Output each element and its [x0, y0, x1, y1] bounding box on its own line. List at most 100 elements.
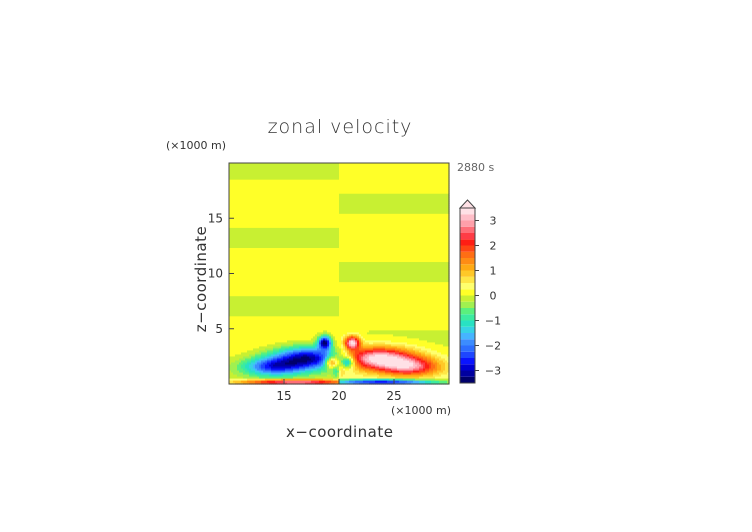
heatmap-cell: [251, 291, 254, 295]
heatmap-cell: [233, 243, 236, 246]
heatmap-cell: [285, 325, 288, 329]
heatmap-cell: [287, 321, 290, 325]
heatmap-cell: [273, 239, 276, 242]
heatmap-cell: [243, 341, 246, 345]
heatmap-cell: [233, 339, 236, 343]
heatmap-cell: [231, 171, 234, 174]
heatmap-cell: [273, 253, 276, 257]
heatmap-cell: [267, 365, 270, 369]
heatmap-cell: [229, 343, 232, 347]
heatmap-cell: [241, 241, 244, 244]
heatmap-cell: [257, 361, 260, 365]
heatmap-cell: [253, 307, 256, 311]
heatmap-cell: [255, 163, 258, 166]
heatmap-cell: [245, 179, 248, 182]
heatmap-cell: [253, 321, 256, 325]
heatmap-cell: [231, 183, 234, 186]
heatmap-cell: [293, 269, 296, 273]
heatmap-cell: [255, 293, 258, 297]
heatmap-cell: [273, 241, 276, 244]
heatmap-cell: [289, 253, 292, 257]
heatmap-cell: [229, 321, 232, 325]
heatmap-cell: [229, 279, 232, 283]
heatmap-cell: [231, 163, 234, 166]
heatmap-cell: [265, 289, 268, 293]
heatmap-cell: [255, 323, 258, 327]
heatmap-cell: [231, 325, 234, 329]
heatmap-cell: [265, 197, 268, 200]
heatmap-cell: [235, 369, 238, 373]
heatmap-cell: [275, 195, 278, 198]
heatmap-cell: [245, 221, 248, 224]
heatmap-cell: [241, 281, 244, 285]
heatmap-cell: [263, 219, 266, 222]
heatmap-cell: [237, 269, 240, 273]
heatmap-cell: [241, 179, 244, 182]
heatmap-cell: [243, 173, 246, 176]
heatmap-cell: [231, 313, 234, 317]
heatmap-cell: [245, 277, 248, 281]
heatmap-cell: [275, 185, 278, 188]
heatmap-cell: [259, 309, 262, 313]
heatmap-cell: [267, 325, 270, 329]
heatmap-cell: [231, 173, 234, 176]
heatmap-cell: [257, 189, 260, 192]
heatmap-cell: [287, 255, 290, 259]
heatmap-cell: [271, 251, 274, 255]
heatmap-cell: [261, 265, 264, 269]
heatmap-cell: [281, 347, 284, 351]
heatmap-cell: [253, 191, 256, 194]
heatmap-cell: [243, 335, 246, 339]
heatmap-cell: [237, 207, 240, 210]
heatmap-cell: [279, 239, 282, 242]
heatmap-cell: [289, 185, 292, 188]
heatmap-cell: [237, 379, 240, 383]
heatmap-cell: [231, 255, 234, 259]
heatmap-cell: [241, 347, 244, 351]
heatmap-cell: [265, 239, 268, 242]
heatmap-cell: [239, 317, 242, 321]
heatmap-cell: [271, 219, 274, 222]
heatmap-cell: [231, 351, 234, 355]
heatmap-cell: [269, 277, 272, 281]
heatmap-cell: [277, 225, 280, 228]
heatmap-cell: [287, 227, 290, 230]
heatmap-cell: [289, 307, 292, 311]
heatmap-cell: [239, 277, 242, 281]
heatmap-cell: [229, 277, 232, 281]
heatmap-cell: [251, 315, 254, 319]
heatmap-cell: [241, 263, 244, 267]
heatmap-cell: [265, 187, 268, 190]
heatmap-cell: [245, 325, 248, 329]
heatmap-cell: [275, 211, 278, 214]
heatmap-cell: [243, 271, 246, 275]
heatmap-cell: [287, 201, 290, 204]
heatmap-cell: [245, 351, 248, 355]
heatmap-cell: [265, 357, 268, 361]
heatmap-cell: [279, 229, 282, 232]
heatmap-cell: [247, 233, 250, 236]
heatmap-cell: [237, 169, 240, 172]
heatmap-cell: [251, 289, 254, 293]
heatmap-cell: [285, 233, 288, 236]
heatmap-cell: [265, 277, 268, 281]
heatmap-cell: [277, 353, 280, 357]
heatmap-cell: [287, 333, 290, 337]
heatmap-cell: [245, 299, 248, 303]
heatmap-cell: [247, 331, 250, 335]
heatmap-cell: [259, 205, 262, 208]
heatmap-cell: [277, 365, 280, 369]
heatmap-cell: [267, 279, 270, 283]
heatmap-cell: [255, 197, 258, 200]
heatmap-cell: [253, 267, 256, 271]
heatmap-cell: [239, 321, 242, 325]
heatmap-cell: [267, 201, 270, 204]
heatmap-cell: [283, 257, 286, 261]
heatmap-cell: [267, 299, 270, 303]
heatmap-cell: [285, 189, 288, 192]
heatmap-cell: [257, 181, 260, 184]
heatmap-cell: [231, 303, 234, 307]
heatmap-cell: [241, 183, 244, 186]
heatmap-cell: [291, 219, 294, 222]
heatmap-cell: [241, 307, 244, 311]
